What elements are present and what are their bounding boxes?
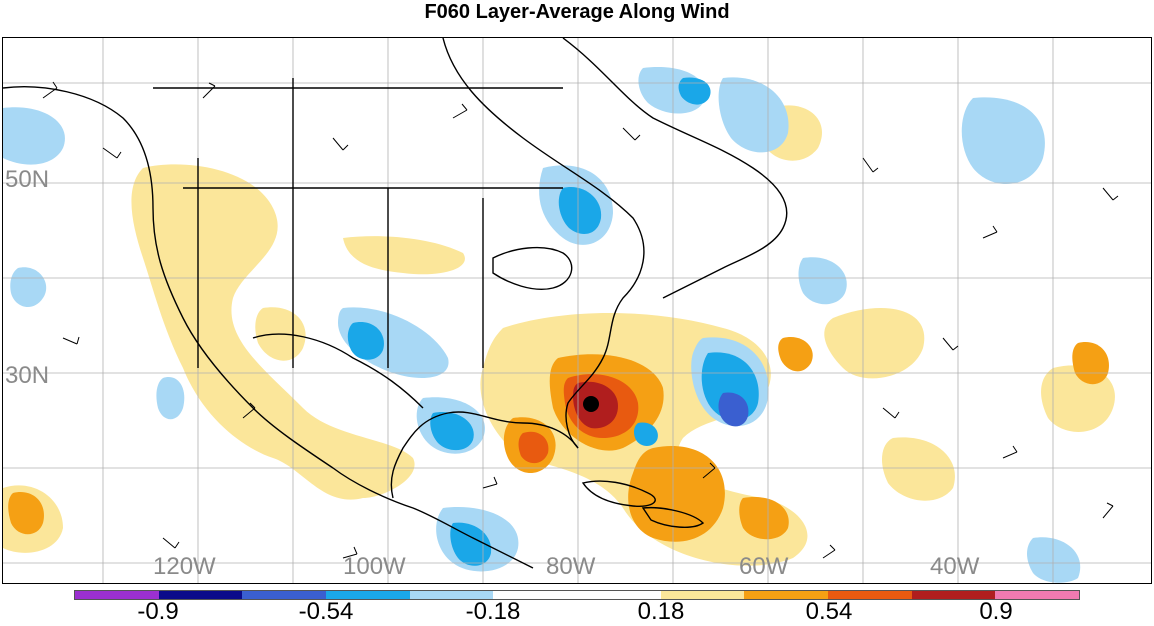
colorbar-segment: [577, 591, 661, 599]
strong-negative-anomaly-region: [430, 412, 474, 451]
map-title: F060 Layer-Average Along Wind: [424, 1, 730, 23]
positive-anomaly-region: [8, 492, 44, 535]
positive-anomaly-region: [628, 446, 725, 542]
colorbar-label: -0.9: [137, 598, 179, 625]
positive-anomaly-region: [739, 497, 789, 540]
lon-label-100w: 100W: [343, 553, 406, 580]
positive-anomaly-region: [343, 236, 465, 275]
coastlines: [3, 38, 788, 569]
colorbar-label: -0.54: [298, 598, 354, 625]
negative-anomaly-region: [10, 267, 47, 308]
colorbar-segment: [493, 591, 578, 599]
colorbar-segment: [242, 591, 327, 599]
lat-label-50n: 50N: [5, 166, 50, 193]
strong-negative-anomaly-region: [678, 77, 711, 105]
colorbar-segment: [158, 591, 243, 599]
negative-anomaly-region: [156, 377, 185, 420]
negative-anomaly-region: [798, 257, 847, 305]
colorbar-segment: [744, 591, 829, 599]
colorbar-segment: [75, 591, 159, 599]
strong-negative-anomaly-region: [633, 422, 658, 446]
strong-negative-anomaly-region: [718, 392, 749, 427]
colorbar-label: -0.18: [465, 598, 521, 625]
positive-anomaly-region: [824, 308, 925, 379]
positive-anomaly-region: [131, 164, 415, 500]
wind-barbs: [42, 81, 1119, 559]
colorbar-segment: [911, 591, 996, 599]
graticule: [3, 38, 1151, 583]
colorbar: [74, 590, 1080, 600]
strong-positive-anomaly-region: [518, 431, 549, 464]
strong-negative-anomaly-region: [347, 322, 384, 360]
colorbar-segment: [326, 591, 410, 599]
anomaly-shading: [3, 67, 1115, 583]
colorbar-label: 0.9: [979, 598, 1013, 625]
positive-anomaly-region: [1072, 342, 1109, 385]
colorbar-segment: [660, 591, 745, 599]
colorbar-segment: [995, 591, 1080, 599]
lon-label-80w: 80W: [546, 553, 596, 580]
negative-anomaly-region: [718, 77, 789, 153]
lon-label-60w: 60W: [739, 553, 789, 580]
negative-anomaly-region: [961, 97, 1045, 185]
lat-label-30n: 30N: [5, 362, 50, 389]
negative-anomaly-region: [1027, 537, 1081, 583]
positive-anomaly-region: [881, 437, 955, 501]
colorbar-segment: [409, 591, 494, 599]
negative-anomaly-region: [3, 107, 65, 165]
map-canvas: [3, 38, 1151, 583]
lon-label-120w: 120W: [153, 553, 216, 580]
colorbar-label: 0.54: [805, 598, 853, 625]
storm-center-marker: [583, 396, 599, 412]
strong-negative-anomaly-region: [450, 522, 492, 566]
colorbar-label: 0.18: [637, 598, 685, 625]
strong-negative-anomaly-region: [558, 187, 602, 234]
lon-label-40w: 40W: [930, 553, 980, 580]
positive-anomaly-region: [778, 337, 813, 372]
colorbar-segment: [828, 591, 912, 599]
map-panel: 50N 30N 120W 100W 80W 60W 40W: [2, 37, 1152, 584]
